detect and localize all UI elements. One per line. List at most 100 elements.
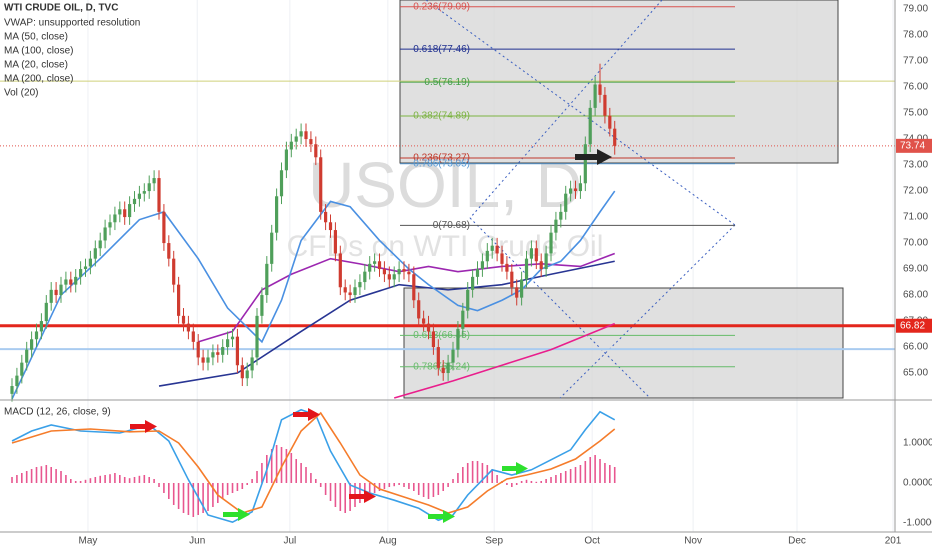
legend-entry: MA (100, close)	[4, 46, 73, 57]
y-tick-label: 71.00	[903, 212, 928, 223]
histogram-bar	[540, 481, 543, 483]
candle-body	[167, 243, 171, 259]
histogram-bar	[432, 483, 435, 497]
histogram-bar	[378, 483, 381, 491]
candle-body	[255, 315, 259, 358]
histogram-bar	[246, 483, 249, 485]
candle-body	[397, 269, 401, 275]
histogram-bar	[609, 465, 611, 483]
histogram-bar	[574, 467, 577, 483]
candle-body	[461, 310, 465, 329]
candle-body	[333, 230, 338, 254]
candle-body	[118, 209, 122, 215]
candle-body	[39, 321, 44, 332]
x-tick-label: Aug	[379, 536, 397, 547]
candle-body	[15, 375, 19, 387]
histogram-bar	[231, 483, 234, 493]
candle-body	[368, 263, 372, 272]
candle-body	[10, 386, 14, 394]
x-tick-label: May	[79, 536, 98, 547]
histogram-bar	[45, 465, 48, 483]
candle-body	[324, 211, 328, 223]
fib-label: 0(70.68)	[433, 220, 470, 231]
y-tick-label: 70.00	[903, 238, 928, 249]
candle-body	[451, 349, 455, 363]
candle-body	[515, 287, 519, 298]
candle-body	[319, 157, 323, 212]
histogram-bar	[109, 474, 111, 483]
histogram-bar	[368, 483, 371, 495]
legend: WTI CRUDE OIL, D, TVC VWAP: unsupported …	[4, 3, 140, 418]
candle-body	[363, 271, 367, 283]
candle-body	[279, 170, 284, 197]
fib-label: 0.382(74.89)	[413, 111, 470, 122]
histogram-bar	[300, 463, 302, 483]
candle-body	[328, 222, 333, 231]
histogram-bar	[143, 475, 146, 483]
candle-body	[564, 193, 568, 212]
macd-title: MACD (12, 26, close, 9)	[4, 407, 111, 418]
x-tick-label: Jul	[283, 536, 296, 547]
y-tick-label: 76.00	[903, 82, 928, 93]
histogram-bar	[153, 479, 155, 483]
y-tick-label: 1.0000	[903, 438, 932, 449]
candle-body	[554, 219, 558, 233]
candle-body	[377, 261, 382, 270]
candle-body	[456, 328, 460, 350]
green-arrow	[223, 508, 250, 521]
candle-body	[181, 315, 186, 324]
x-tick-label: Jun	[189, 536, 205, 547]
candle-body	[265, 263, 269, 296]
candle-body	[603, 94, 607, 116]
histogram-bar	[496, 475, 498, 483]
fib-label: 0.618(77.46)	[413, 44, 470, 55]
histogram-bar	[35, 467, 38, 483]
candle-body	[162, 211, 166, 244]
green-arrow	[428, 510, 455, 523]
candle-body	[152, 178, 156, 184]
candle-body	[221, 347, 225, 355]
histogram-bar	[16, 475, 18, 483]
histogram-bar	[177, 483, 180, 509]
candle-body	[358, 282, 362, 288]
histogram-bar	[545, 479, 547, 483]
fib-label: 0.786(73.05)	[413, 158, 470, 169]
histogram-bar	[74, 481, 77, 483]
legend-entry: MA (50, close)	[4, 32, 68, 43]
histogram-bar	[114, 473, 116, 483]
x-tick-label: Nov	[684, 536, 702, 547]
histogram-bar	[329, 483, 332, 501]
histogram-bar	[422, 483, 425, 497]
y-tick-label: 79.00	[903, 4, 928, 15]
candle-body	[245, 370, 249, 379]
candle-body	[392, 274, 396, 280]
candle-body	[338, 253, 342, 288]
candle-body	[529, 248, 534, 259]
histogram-bar	[579, 465, 582, 483]
candle-body	[608, 115, 612, 129]
histogram-bar	[310, 473, 312, 483]
candle-body	[431, 331, 436, 348]
histogram-bar	[104, 475, 106, 483]
histogram-bar	[187, 483, 190, 515]
histogram-bar	[530, 481, 533, 483]
histogram-bar	[506, 483, 508, 485]
histogram-bar	[315, 479, 317, 483]
y-tick-label: 69.00	[903, 264, 928, 275]
candle-body	[226, 339, 230, 348]
candle-body	[270, 232, 274, 264]
candle-body	[422, 318, 426, 324]
candle-body	[373, 261, 377, 264]
histogram-bar	[344, 483, 347, 513]
histogram-bar	[535, 481, 538, 483]
candle-body	[539, 261, 543, 270]
y-tick-label: 65.00	[903, 368, 928, 379]
black-arrow	[575, 149, 612, 165]
candle-body	[304, 131, 308, 140]
candle-body	[260, 295, 264, 316]
y-tick-label: -1.0000	[903, 518, 932, 529]
candle-body	[436, 347, 440, 368]
candle-body	[64, 279, 68, 285]
pattern-line	[425, 0, 736, 226]
green-arrow	[502, 462, 528, 475]
